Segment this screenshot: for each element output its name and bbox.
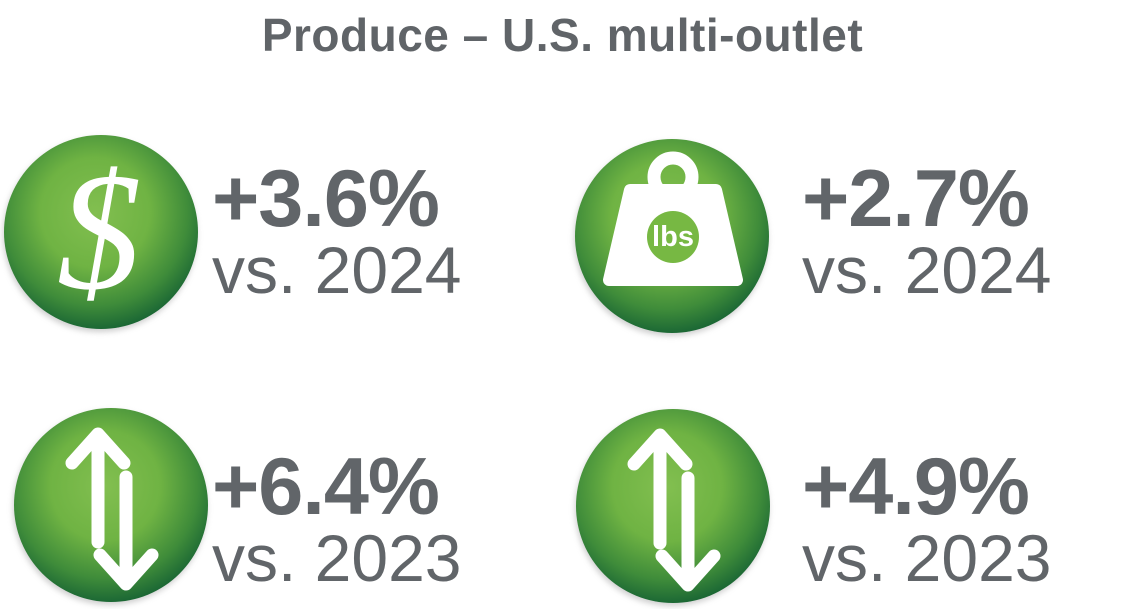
dollar-sign-icon: $ [4,135,198,329]
up-arrow-head [627,428,693,471]
stat-lbs-vs-2023: +4.9% vs. 2023 [802,442,1052,595]
down-arrow-head [93,548,159,591]
weight-lbs-icon: lbs [575,139,769,333]
stat-dollar-vs-2023: +6.4% vs. 2023 [212,442,462,595]
up-arrow-head [65,427,131,470]
stat-dollar-vs-2024: +3.6% vs. 2024 [212,154,462,307]
stat-comparison: vs. 2024 [212,233,462,307]
down-arrow-head [655,549,721,592]
lbs-badge-label: lbs [652,221,694,253]
stat-value: +4.9% [802,442,1030,532]
lbs-badge-circle [647,211,699,263]
page-title: Produce – U.S. multi-outlet [261,9,864,61]
stat-comparison: vs. 2023 [212,521,462,595]
stat-value: +2.7% [802,154,1030,244]
up-down-arrows-icon [14,408,208,602]
stat-comparison: vs. 2024 [802,233,1052,307]
stat-value: +6.4% [212,442,440,532]
dollar-glyph: $ [57,139,141,325]
stat-comparison: vs. 2023 [802,521,1052,595]
up-down-arrows-icon [576,409,770,603]
stat-value: +3.6% [212,154,440,244]
stat-lbs-vs-2024: +2.7% vs. 2024 [802,154,1052,307]
